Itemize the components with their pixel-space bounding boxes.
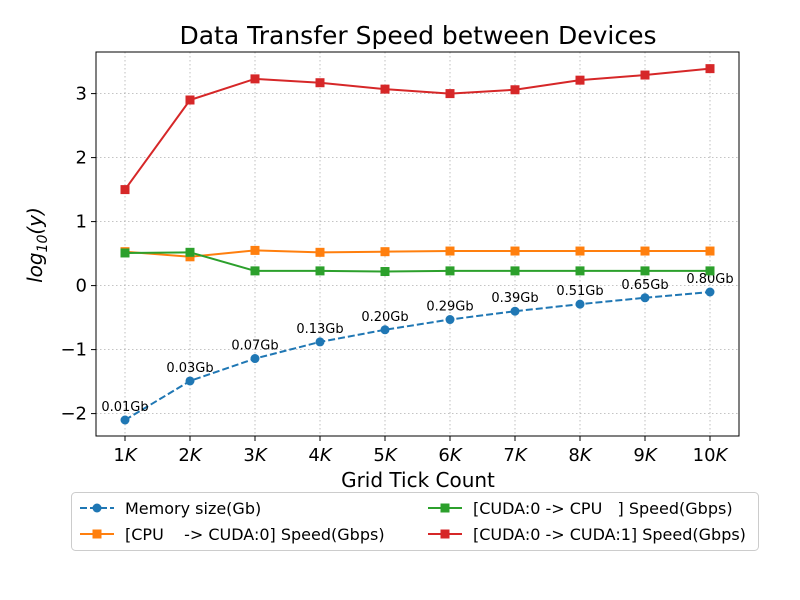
chart-title: Data Transfer Speed between Devices: [179, 21, 656, 50]
data-point: [315, 247, 325, 257]
data-point: [380, 267, 390, 277]
legend-marker: [440, 529, 450, 539]
data-point: [445, 266, 455, 276]
data-point: [315, 337, 325, 347]
data-label: 0.03Gb: [166, 361, 213, 376]
legend-label: [CPU -> CUDA:0] Speed(Gbps): [125, 525, 385, 544]
series-2: [120, 247, 715, 277]
legend-entry-3: [CUDA:0 -> CUDA:1] Speed(Gbps): [428, 525, 746, 544]
y-tick-label: 1: [76, 212, 87, 233]
data-point: [640, 70, 650, 80]
data-label: 0.20Gb: [361, 310, 408, 325]
data-label: 0.80Gb: [686, 272, 733, 287]
data-point: [185, 95, 195, 105]
data-label: 0.51Gb: [556, 284, 603, 299]
legend-entry-0: Memory size(Gb): [80, 499, 261, 518]
data-point: [380, 84, 390, 94]
series-0: 0.01Gb 0.03Gb 0.07Gb 0.13Gb 0.20Gb 0.29Gb 0.39…: [101, 272, 734, 425]
data-point: [120, 248, 130, 258]
data-point: [250, 266, 260, 276]
data-point: [705, 246, 715, 256]
data-label: 0.01Gb: [101, 400, 148, 415]
x-tick-label: 8K: [568, 445, 592, 466]
data-point: [315, 266, 325, 276]
data-point: [250, 354, 260, 364]
data-label: 0.29Gb: [426, 300, 473, 315]
legend-marker: [440, 503, 450, 513]
y-tick-label: 0: [76, 276, 87, 297]
data-point: [445, 246, 455, 256]
axis-ticks: 1K 2K 3K 4K 5K 6K 7K 8K 9K 10K −2 −1 0 1 2 3: [60, 84, 728, 466]
x-tick-label: 1K: [113, 445, 137, 466]
data-point: [510, 246, 520, 256]
data-point: [575, 75, 585, 85]
x-tick-label: 3K: [243, 445, 267, 466]
x-tick-label: 4K: [308, 445, 332, 466]
legend-items: Memory size(Gb) [CPU -> CUDA:0] Speed(Gbp…: [80, 499, 746, 544]
data-point: [575, 266, 585, 276]
series-line: [124, 251, 710, 273]
data-label: 0.65Gb: [621, 278, 668, 293]
data-label: 0.07Gb: [231, 339, 278, 354]
data-point: [640, 266, 650, 276]
legend-label: Memory size(Gb): [125, 499, 261, 518]
x-tick-label: 10K: [693, 445, 729, 466]
data-label: 0.13Gb: [296, 322, 343, 337]
data-point: [380, 247, 390, 257]
grid-lines: [96, 52, 739, 436]
data-point: [120, 415, 130, 425]
data-point: [120, 185, 130, 195]
plot-area: [95, 51, 740, 437]
legend-label: [CUDA:0 -> CPU ] Speed(Gbps): [473, 499, 733, 518]
legend-marker: [92, 503, 102, 513]
y-axis-label: log10(y): [23, 207, 51, 283]
data-point: [705, 64, 715, 74]
data-point: [250, 245, 260, 255]
data-point: [640, 293, 650, 303]
legend-label: [CUDA:0 -> CUDA:1] Speed(Gbps): [473, 525, 746, 544]
legend-entry-1: [CPU -> CUDA:0] Speed(Gbps): [80, 525, 385, 544]
x-tick-label: 2K: [178, 445, 202, 466]
y-tick-label: 2: [76, 148, 87, 169]
series-line: [124, 291, 711, 421]
data-point: [185, 247, 195, 257]
series-3: [120, 64, 715, 195]
y-tick-label: −1: [60, 340, 87, 361]
data-point: [445, 315, 455, 325]
data-point: [250, 74, 260, 84]
data-point: [315, 78, 325, 88]
legend-marker: [92, 529, 102, 539]
data-point: [510, 306, 520, 316]
x-tick-label: 6K: [438, 445, 462, 466]
x-tick-label: 5K: [373, 445, 397, 466]
legend-entry-2: [CUDA:0 -> CPU ] Speed(Gbps): [428, 499, 733, 518]
legend: Memory size(Gb) [CPU -> CUDA:0] Speed(Gbp…: [71, 492, 759, 551]
series-1: [120, 245, 715, 262]
x-axis-label: Grid Tick Count: [341, 468, 495, 492]
series-line: [124, 67, 711, 191]
series-line: [124, 249, 710, 258]
data-point: [575, 299, 585, 309]
data-point: [705, 287, 715, 297]
data-point: [575, 246, 585, 256]
legend-box: [71, 492, 759, 551]
data-point: [380, 325, 390, 335]
data-point: [445, 89, 455, 99]
data-point: [640, 246, 650, 256]
y-tick-label: 3: [76, 84, 87, 105]
x-tick-label: 9K: [633, 445, 657, 466]
data-point: [705, 266, 715, 276]
data-point: [510, 85, 520, 95]
x-tick-label: 7K: [503, 445, 527, 466]
y-tick-label: −2: [60, 404, 87, 425]
data-point: [185, 376, 195, 386]
data-label: 0.39Gb: [491, 291, 538, 306]
series-layer: 0.01Gb 0.03Gb 0.07Gb 0.13Gb 0.20Gb 0.29Gb 0.39…: [101, 64, 734, 425]
data-point: [510, 266, 520, 276]
